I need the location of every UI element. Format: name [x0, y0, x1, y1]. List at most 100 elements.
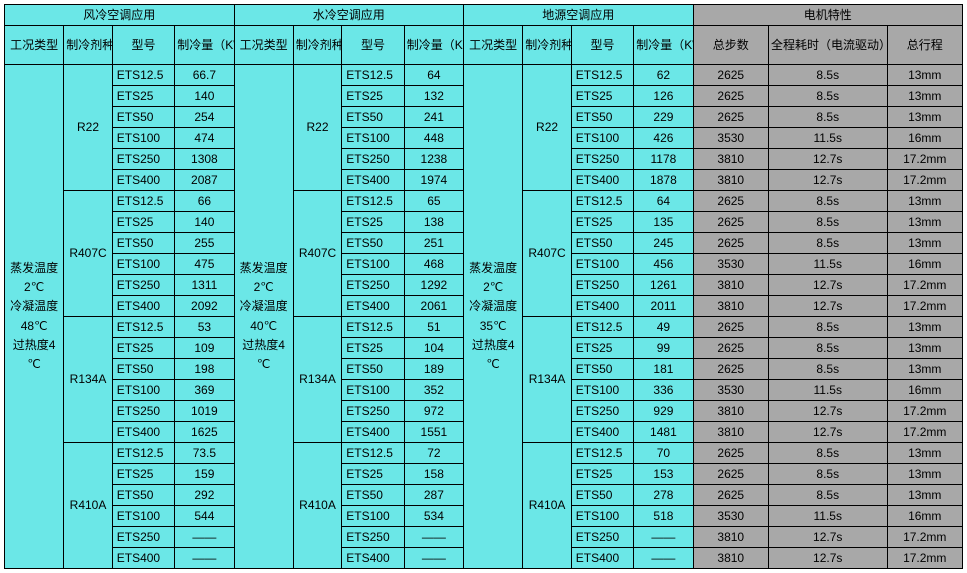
- spec-table: 风冷空调应用水冷空调应用地源空调应用电机特性工况类型制冷剂种类型号制冷量（KW）…: [4, 4, 963, 569]
- condition-cell: 蒸发温度2℃冷凝温度40℃过热度4℃: [234, 65, 293, 569]
- model-cell: ETS25: [571, 464, 633, 485]
- col-model: 型号: [112, 26, 174, 65]
- motor-steps-cell: 3810: [693, 548, 768, 569]
- model-cell: ETS100: [571, 128, 633, 149]
- model-cell: ETS12.5: [112, 443, 174, 464]
- capacity-cell: ——: [634, 527, 693, 548]
- motor-steps-cell: 2625: [693, 212, 768, 233]
- capacity-cell: 1974: [404, 170, 463, 191]
- capacity-cell: 1261: [634, 275, 693, 296]
- motor-steps-cell: 2625: [693, 443, 768, 464]
- motor-stroke-cell: 13mm: [887, 212, 963, 233]
- capacity-cell: 972: [404, 401, 463, 422]
- model-cell: ETS400: [342, 296, 404, 317]
- section-header-air: 风冷空调应用: [5, 5, 235, 26]
- motor-time-cell: 11.5s: [768, 380, 887, 401]
- motor-stroke-cell: 13mm: [887, 485, 963, 506]
- capacity-cell: ——: [175, 548, 234, 569]
- motor-steps-cell: 2625: [693, 464, 768, 485]
- motor-time-cell: 8.5s: [768, 338, 887, 359]
- capacity-cell: 70: [634, 443, 693, 464]
- refrigerant-cell: R410A: [64, 443, 112, 569]
- motor-steps-cell: 3810: [693, 275, 768, 296]
- capacity-cell: 2087: [175, 170, 234, 191]
- model-cell: ETS100: [342, 128, 404, 149]
- capacity-cell: 72: [404, 443, 463, 464]
- capacity-cell: 1311: [175, 275, 234, 296]
- motor-stroke-cell: 17.2mm: [887, 548, 963, 569]
- capacity-cell: 140: [175, 212, 234, 233]
- model-cell: ETS50: [112, 359, 174, 380]
- motor-stroke-cell: 13mm: [887, 443, 963, 464]
- motor-steps-cell: 3530: [693, 254, 768, 275]
- motor-steps-cell: 2625: [693, 485, 768, 506]
- motor-time-cell: 8.5s: [768, 233, 887, 254]
- capacity-cell: 2011: [634, 296, 693, 317]
- refrigerant-cell: R407C: [293, 191, 341, 317]
- motor-stroke-cell: 16mm: [887, 254, 963, 275]
- model-cell: ETS400: [112, 296, 174, 317]
- model-cell: ETS50: [571, 233, 633, 254]
- capacity-cell: 99: [634, 338, 693, 359]
- model-cell: ETS250: [342, 275, 404, 296]
- model-cell: ETS50: [112, 107, 174, 128]
- capacity-cell: 1878: [634, 170, 693, 191]
- motor-time-cell: 12.7s: [768, 170, 887, 191]
- capacity-cell: 1308: [175, 149, 234, 170]
- model-cell: ETS50: [571, 359, 633, 380]
- model-cell: ETS50: [571, 107, 633, 128]
- capacity-cell: 518: [634, 506, 693, 527]
- capacity-cell: 66.7: [175, 65, 234, 86]
- motor-time-cell: 8.5s: [768, 443, 887, 464]
- model-cell: ETS12.5: [112, 65, 174, 86]
- capacity-cell: 64: [404, 65, 463, 86]
- model-cell: ETS12.5: [342, 191, 404, 212]
- model-cell: ETS25: [571, 338, 633, 359]
- motor-stroke-cell: 16mm: [887, 128, 963, 149]
- capacity-cell: 135: [634, 212, 693, 233]
- model-cell: ETS12.5: [342, 443, 404, 464]
- refrigerant-cell: R134A: [293, 317, 341, 443]
- capacity-cell: 474: [175, 128, 234, 149]
- motor-stroke-cell: 13mm: [887, 191, 963, 212]
- capacity-cell: 66: [175, 191, 234, 212]
- model-cell: ETS250: [571, 527, 633, 548]
- motor-stroke-cell: 17.2mm: [887, 296, 963, 317]
- model-cell: ETS400: [342, 548, 404, 569]
- refrigerant-cell: R22: [523, 65, 571, 191]
- col-model: 型号: [342, 26, 404, 65]
- model-cell: ETS50: [571, 485, 633, 506]
- condition-cell: 蒸发温度2℃冷凝温度35℃过热度4℃: [464, 65, 523, 569]
- motor-steps-cell: 2625: [693, 359, 768, 380]
- model-cell: ETS25: [112, 464, 174, 485]
- refrigerant-cell: R407C: [64, 191, 112, 317]
- col-condition: 工况类型: [234, 26, 293, 65]
- section-header-ground: 地源空调应用: [464, 5, 694, 26]
- motor-time-cell: 12.7s: [768, 548, 887, 569]
- model-cell: ETS25: [342, 338, 404, 359]
- model-cell: ETS400: [112, 170, 174, 191]
- model-cell: ETS400: [342, 170, 404, 191]
- capacity-cell: 229: [634, 107, 693, 128]
- motor-time-cell: 12.7s: [768, 527, 887, 548]
- capacity-cell: 929: [634, 401, 693, 422]
- model-cell: ETS25: [342, 86, 404, 107]
- motor-steps-cell: 3530: [693, 506, 768, 527]
- capacity-cell: 456: [634, 254, 693, 275]
- capacity-cell: 287: [404, 485, 463, 506]
- capacity-cell: 1551: [404, 422, 463, 443]
- motor-time-cell: 8.5s: [768, 191, 887, 212]
- motor-stroke-cell: 13mm: [887, 233, 963, 254]
- model-cell: ETS250: [112, 401, 174, 422]
- table-header: 风冷空调应用水冷空调应用地源空调应用电机特性工况类型制冷剂种类型号制冷量（KW）…: [5, 5, 963, 65]
- model-cell: ETS250: [112, 275, 174, 296]
- motor-steps-cell: 2625: [693, 338, 768, 359]
- capacity-cell: 292: [175, 485, 234, 506]
- refrigerant-cell: R407C: [523, 191, 571, 317]
- refrigerant-cell: R22: [64, 65, 112, 191]
- capacity-cell: 53: [175, 317, 234, 338]
- capacity-cell: 369: [175, 380, 234, 401]
- model-cell: ETS100: [571, 380, 633, 401]
- capacity-cell: 2092: [175, 296, 234, 317]
- motor-time-cell: 8.5s: [768, 464, 887, 485]
